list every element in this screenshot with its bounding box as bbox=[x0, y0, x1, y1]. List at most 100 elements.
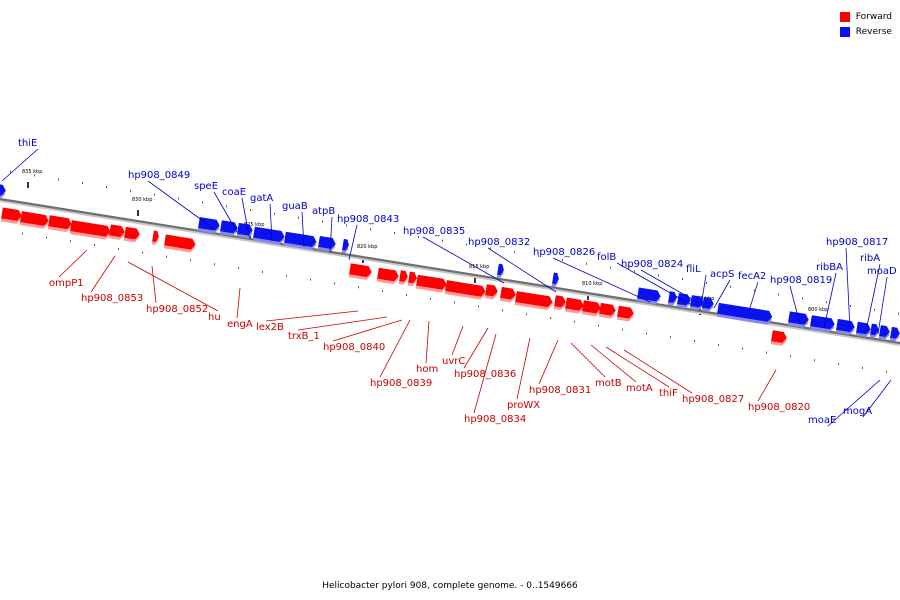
reverse-swatch bbox=[839, 26, 850, 37]
scale-dot bbox=[454, 301, 455, 304]
scale-dot bbox=[154, 193, 155, 196]
gene-leader-line bbox=[538, 339, 559, 385]
scale-dot bbox=[382, 290, 383, 293]
scale-dot bbox=[130, 189, 131, 192]
scale-dot bbox=[238, 267, 239, 270]
scale-tick-label: 830 kbp bbox=[132, 197, 152, 203]
scale-dot bbox=[22, 232, 23, 235]
gene-arrow-body bbox=[870, 323, 879, 336]
gene-arrow-body bbox=[164, 234, 196, 250]
gene-label: hp908_0840 bbox=[323, 342, 385, 353]
gene-label: hp908_0835 bbox=[403, 226, 465, 237]
gene-label: hp908_0824 bbox=[621, 259, 683, 270]
reverse-gene-arrow bbox=[496, 263, 504, 279]
reverse-gene-arrow bbox=[219, 220, 238, 237]
gene-arrow-body bbox=[109, 224, 125, 237]
gene-arrow-body bbox=[717, 302, 773, 322]
forward-swatch bbox=[839, 11, 850, 22]
gene-leader-line bbox=[297, 316, 388, 331]
scale-dot bbox=[442, 239, 443, 242]
scale-dot bbox=[166, 255, 167, 258]
scale-dot bbox=[394, 232, 395, 234]
scale-dot bbox=[718, 343, 719, 346]
gene-label: hp908_0849 bbox=[128, 170, 190, 181]
forward-gene-arrow bbox=[376, 267, 399, 285]
gene-leader-line bbox=[516, 337, 531, 400]
reverse-gene-arrow bbox=[236, 222, 253, 239]
gene-label: ribBA bbox=[816, 262, 843, 273]
scale-dot bbox=[634, 270, 635, 273]
scale-dot bbox=[274, 212, 275, 215]
scale-dot bbox=[82, 182, 83, 185]
gene-leader-line bbox=[463, 327, 489, 369]
scale-dot bbox=[874, 308, 875, 311]
gene-label: mogA bbox=[843, 406, 872, 417]
gene-label: thiF bbox=[659, 388, 678, 399]
forward-gene-arrow bbox=[69, 220, 111, 240]
reverse-gene-arrow bbox=[855, 321, 871, 338]
gene-label: uvrC bbox=[442, 356, 465, 367]
forward-gene-arrow bbox=[415, 274, 447, 293]
gene-label: thiE bbox=[18, 138, 37, 149]
gene-leader-line bbox=[845, 247, 851, 330]
gene-label: moaD bbox=[867, 266, 897, 277]
legend-item-reverse: Reverse bbox=[839, 24, 892, 39]
gene-leader-line bbox=[623, 349, 693, 394]
reverse-gene-arrow bbox=[667, 291, 677, 306]
gene-leader-line bbox=[265, 310, 359, 322]
gene-leader-line bbox=[823, 272, 837, 329]
gene-arrow-body bbox=[48, 215, 72, 230]
reverse-gene-arrow bbox=[636, 287, 661, 305]
scale-dot bbox=[790, 355, 791, 358]
gene-leader-line bbox=[640, 269, 705, 307]
gene-label: gatA bbox=[250, 193, 273, 204]
reverse-gene-arrow bbox=[252, 226, 285, 245]
gene-label: lex2B bbox=[256, 322, 284, 333]
scale-dot bbox=[94, 244, 95, 246]
gene-label: motB bbox=[595, 378, 622, 389]
gene-leader-line bbox=[127, 261, 219, 312]
scale-dot bbox=[190, 259, 191, 262]
scale-dot bbox=[406, 294, 407, 296]
forward-gene-arrow bbox=[0, 207, 22, 224]
gene-label: hp908_0831 bbox=[529, 385, 591, 396]
gene-leader-line bbox=[616, 262, 691, 305]
gene-arrow-body bbox=[377, 267, 399, 282]
gene-leader-line bbox=[241, 197, 250, 237]
scale-dot bbox=[574, 320, 575, 323]
legend-reverse-label: Reverse bbox=[855, 26, 892, 37]
gene-leader-line bbox=[58, 249, 88, 278]
legend-item-forward: Forward bbox=[839, 9, 892, 24]
gene-arrow-body bbox=[124, 226, 140, 240]
gene-leader-line bbox=[236, 287, 241, 319]
reverse-gene-arrow bbox=[809, 315, 835, 333]
scale-dot bbox=[826, 301, 827, 304]
forward-gene-arrow bbox=[499, 286, 516, 303]
forward-gene-arrow bbox=[514, 291, 553, 311]
gene-leader-line bbox=[713, 279, 731, 309]
gene-arrow-body bbox=[554, 295, 566, 308]
scale-dot bbox=[538, 255, 539, 258]
scale-dot bbox=[610, 266, 611, 269]
forward-gene-arrow bbox=[163, 234, 196, 253]
gene-arrow-body bbox=[582, 300, 601, 314]
gene-label: hp908_0853 bbox=[81, 293, 143, 304]
gene-leader-line bbox=[789, 285, 801, 325]
gene-leader-line bbox=[425, 320, 430, 364]
forward-gene-arrow bbox=[581, 300, 601, 317]
gene-label: hu bbox=[208, 312, 221, 323]
scale-tick-label: 835 kbp bbox=[22, 169, 42, 175]
gene-leader-line bbox=[213, 191, 238, 233]
scale-dot bbox=[526, 313, 527, 316]
gene-leader-line bbox=[348, 224, 358, 261]
gene-arrow-body bbox=[702, 296, 714, 309]
gene-label: guaB bbox=[282, 201, 308, 212]
gene-arrow-body bbox=[565, 297, 584, 311]
gene-label: hp908_0827 bbox=[682, 394, 744, 405]
gene-label: atpB bbox=[312, 206, 335, 217]
forward-gene-arrow bbox=[598, 302, 616, 319]
gene-arrow-body bbox=[668, 291, 677, 303]
gene-leader-line bbox=[700, 274, 707, 307]
scale-dot bbox=[370, 228, 371, 231]
